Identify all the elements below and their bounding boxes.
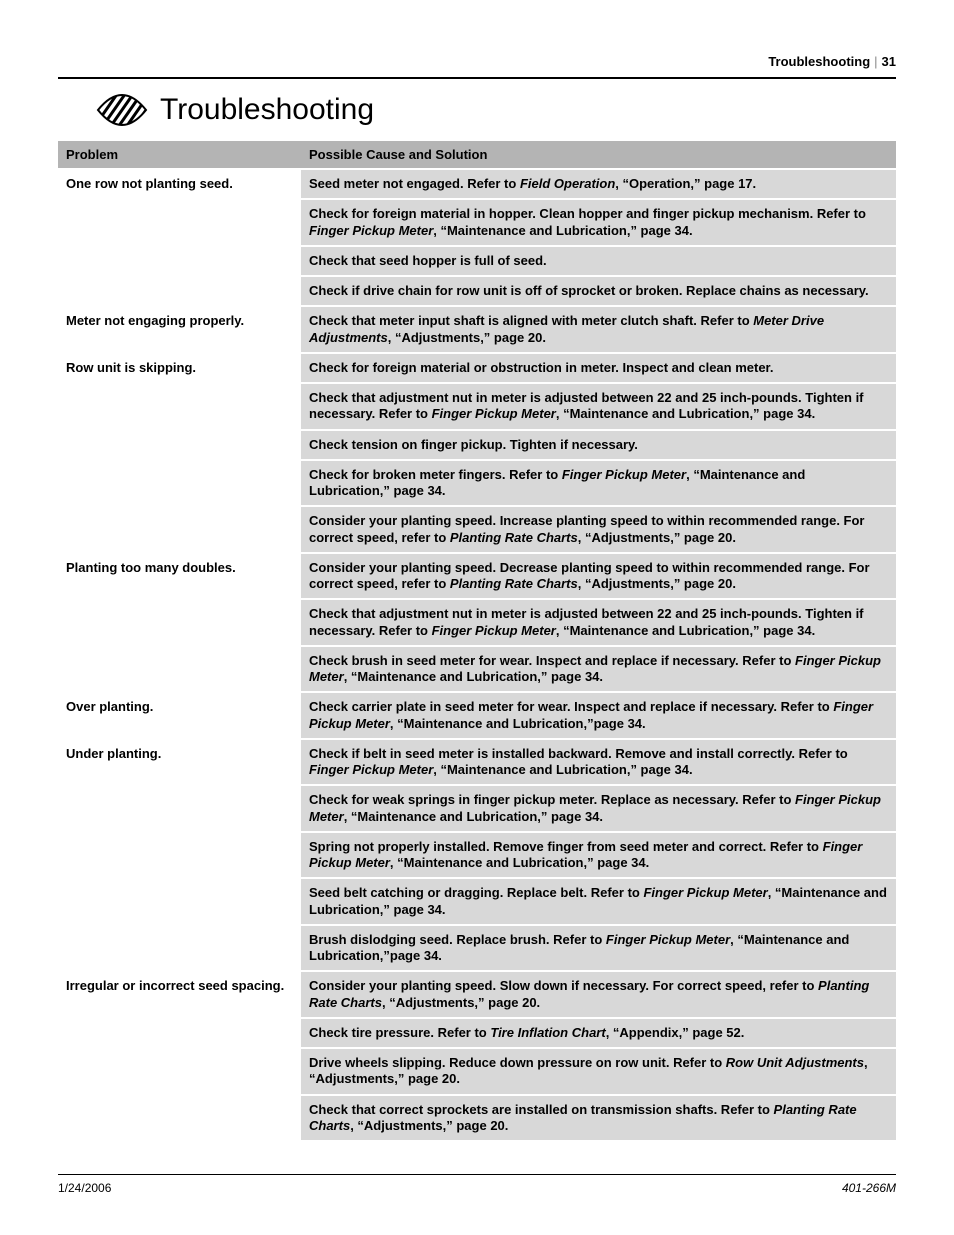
header-page: 31 [882, 54, 896, 69]
table-row: Check for broken meter fingers. Refer to… [58, 461, 896, 506]
solution-cell: Consider your planting speed. Increase p… [301, 507, 896, 552]
solution-cell: Check tire pressure. Refer to Tire Infla… [301, 1019, 896, 1047]
table-row: Planting too many doubles.Consider your … [58, 554, 896, 599]
table-row: Spring not properly installed. Remove fi… [58, 833, 896, 878]
top-rule [58, 77, 896, 79]
solution-cell: Drive wheels slipping. Reduce down press… [301, 1049, 896, 1094]
table-row: Check that correct sprockets are install… [58, 1096, 896, 1141]
problem-cell: Meter not engaging properly. [58, 307, 301, 352]
problem-cell: Over planting. [58, 693, 301, 738]
page-title: Troubleshooting [160, 93, 374, 127]
col-problem: Problem [58, 141, 301, 168]
solution-cell: Seed meter not engaged. Refer to Field O… [301, 170, 896, 198]
solution-cell: Check that adjustment nut in meter is ad… [301, 600, 896, 645]
solution-cell: Check for foreign material or obstructio… [301, 354, 896, 382]
problem-cell [58, 431, 301, 459]
title-row: Troubleshooting [58, 93, 896, 127]
problem-cell [58, 1049, 301, 1094]
table-row: Check that adjustment nut in meter is ad… [58, 600, 896, 645]
table-row: Over planting.Check carrier plate in see… [58, 693, 896, 738]
table-row: Consider your planting speed. Increase p… [58, 507, 896, 552]
table-row: Check for foreign material in hopper. Cl… [58, 200, 896, 245]
table-row: Check tire pressure. Refer to Tire Infla… [58, 1019, 896, 1047]
problem-cell [58, 786, 301, 831]
problem-cell [58, 1096, 301, 1141]
problem-cell [58, 1019, 301, 1047]
solution-cell: Check for weak springs in finger pickup … [301, 786, 896, 831]
solution-cell: Check tension on finger pickup. Tighten … [301, 431, 896, 459]
table-row: Check brush in seed meter for wear. Insp… [58, 647, 896, 692]
page-header: Troubleshooting|31 [58, 54, 896, 69]
solution-cell: Check if belt in seed meter is installed… [301, 740, 896, 785]
solution-cell: Check for broken meter fingers. Refer to… [301, 461, 896, 506]
solution-cell: Check if drive chain for row unit is off… [301, 277, 896, 305]
hatch-icon [96, 93, 148, 127]
problem-cell [58, 384, 301, 429]
problem-cell [58, 879, 301, 924]
problem-cell: One row not planting seed. [58, 170, 301, 198]
problem-cell [58, 926, 301, 971]
solution-cell: Check that meter input shaft is aligned … [301, 307, 896, 352]
solution-cell: Seed belt catching or dragging. Replace … [301, 879, 896, 924]
footer-date: 1/24/2006 [58, 1181, 111, 1195]
solution-cell: Check for foreign material in hopper. Cl… [301, 200, 896, 245]
bottom-rule [58, 1174, 896, 1175]
problem-cell [58, 647, 301, 692]
solution-cell: Brush dislodging seed. Replace brush. Re… [301, 926, 896, 971]
problem-cell [58, 277, 301, 305]
problem-cell [58, 200, 301, 245]
table-row: Row unit is skipping.Check for foreign m… [58, 354, 896, 382]
solution-cell: Check that correct sprockets are install… [301, 1096, 896, 1141]
header-sep: | [870, 54, 881, 69]
table-row: Check if drive chain for row unit is off… [58, 277, 896, 305]
table-row: Drive wheels slipping. Reduce down press… [58, 1049, 896, 1094]
troubleshooting-table: Problem Possible Cause and Solution One … [58, 139, 896, 1142]
header-section: Troubleshooting [768, 54, 870, 69]
table-row: Brush dislodging seed. Replace brush. Re… [58, 926, 896, 971]
table-row: Check that adjustment nut in meter is ad… [58, 384, 896, 429]
solution-cell: Consider your planting speed. Slow down … [301, 972, 896, 1017]
solution-cell: Check that adjustment nut in meter is ad… [301, 384, 896, 429]
solution-cell: Consider your planting speed. Decrease p… [301, 554, 896, 599]
table-row: Check tension on finger pickup. Tighten … [58, 431, 896, 459]
problem-cell: Irregular or incorrect seed spacing. [58, 972, 301, 1017]
solution-cell: Spring not properly installed. Remove fi… [301, 833, 896, 878]
solution-cell: Check that seed hopper is full of seed. [301, 247, 896, 275]
table-row: Seed belt catching or dragging. Replace … [58, 879, 896, 924]
footer-doc: 401-266M [842, 1181, 896, 1195]
col-solution: Possible Cause and Solution [301, 141, 896, 168]
problem-cell [58, 833, 301, 878]
table-row: Check for weak springs in finger pickup … [58, 786, 896, 831]
table-row: Meter not engaging properly.Check that m… [58, 307, 896, 352]
problem-cell: Under planting. [58, 740, 301, 785]
problem-cell [58, 461, 301, 506]
problem-cell: Row unit is skipping. [58, 354, 301, 382]
table-row: Under planting.Check if belt in seed met… [58, 740, 896, 785]
table-row: Check that seed hopper is full of seed. [58, 247, 896, 275]
problem-cell: Planting too many doubles. [58, 554, 301, 599]
solution-cell: Check carrier plate in seed meter for we… [301, 693, 896, 738]
problem-cell [58, 600, 301, 645]
solution-cell: Check brush in seed meter for wear. Insp… [301, 647, 896, 692]
problem-cell [58, 247, 301, 275]
table-row: Irregular or incorrect seed spacing.Cons… [58, 972, 896, 1017]
problem-cell [58, 507, 301, 552]
footer: 1/24/2006 401-266M [58, 1174, 896, 1195]
table-row: One row not planting seed.Seed meter not… [58, 170, 896, 198]
